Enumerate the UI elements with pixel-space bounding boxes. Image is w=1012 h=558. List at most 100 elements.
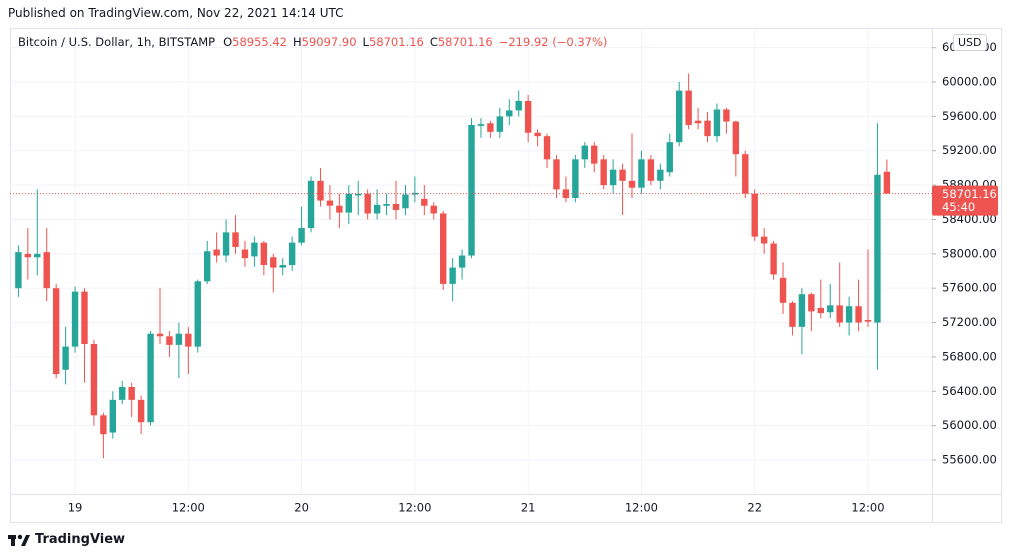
- candle-body: [109, 399, 116, 433]
- candle-body: [71, 291, 79, 347]
- countdown-label: 45:40: [942, 200, 975, 214]
- candle-body: [156, 333, 164, 337]
- candle-body: [751, 193, 758, 237]
- candle-body: [458, 255, 466, 268]
- candle-body: [845, 306, 853, 323]
- legend-value: 58701.16: [368, 35, 424, 49]
- candle-body: [647, 159, 655, 181]
- candle-body: [34, 253, 41, 258]
- candle-body: [732, 121, 740, 155]
- candle-body: [345, 193, 352, 213]
- y-tick-label: 56400.00: [942, 384, 997, 398]
- candle-body: [666, 142, 673, 173]
- candle-body: [270, 257, 277, 268]
- candle-body: [213, 249, 220, 256]
- candle-body: [421, 198, 428, 206]
- candle-body: [883, 171, 891, 194]
- candle-body: [260, 242, 268, 265]
- brand-name: TradingView: [35, 532, 126, 547]
- ohlc-legend: Bitcoin / U.S. Dollar, 1h, BITSTAMP O5895…: [18, 35, 607, 49]
- candle-body: [864, 319, 872, 322]
- legend-key: L: [362, 35, 369, 49]
- candle-body: [855, 306, 862, 323]
- candle-body: [326, 200, 334, 206]
- last-price-box: [932, 185, 998, 216]
- legend-key: H: [293, 35, 302, 49]
- candle-body: [222, 232, 230, 256]
- candle-body: [288, 242, 296, 265]
- candle-body: [241, 249, 249, 259]
- candle-body: [15, 252, 22, 289]
- y-tick-label: 59200.00: [942, 143, 997, 157]
- candle-body: [827, 305, 834, 313]
- legend-symbol: Bitcoin / U.S. Dollar, 1h, BITSTAMP: [18, 35, 216, 49]
- y-tick-label: 59600.00: [942, 109, 997, 123]
- candle-body: [760, 236, 768, 244]
- candle-body: [836, 305, 843, 323]
- candle-body: [543, 136, 551, 160]
- grid: [10, 28, 932, 494]
- x-tick-label: 19: [68, 501, 83, 515]
- candle-body: [506, 110, 513, 117]
- candle-body: [62, 346, 69, 370]
- candle-body: [402, 194, 409, 209]
- candle-body: [166, 336, 173, 345]
- legend-change: −219.92 (−0.37%): [498, 35, 608, 49]
- x-tick-label: 12:00: [398, 501, 431, 515]
- candle-body: [534, 132, 541, 137]
- candle-body: [411, 192, 419, 195]
- candle-body: [694, 120, 702, 124]
- x-tick-label: 12:00: [172, 501, 205, 515]
- y-tick-label: 57200.00: [942, 315, 997, 329]
- candle-body: [515, 100, 522, 111]
- x-tick-label: 21: [521, 501, 536, 515]
- candle-body: [430, 205, 437, 214]
- candle-body: [600, 159, 607, 186]
- x-tick-label: 20: [294, 501, 309, 515]
- candle-body: [355, 193, 362, 196]
- candle-body: [817, 307, 824, 314]
- candle-body: [128, 386, 135, 400]
- candle-body: [185, 333, 192, 347]
- candle-body: [373, 204, 381, 214]
- x-tick-label: 12:00: [851, 501, 884, 515]
- candle-body: [742, 154, 749, 194]
- x-tick-label: 12:00: [625, 501, 658, 515]
- chart-frame: [10, 28, 1002, 523]
- currency-button[interactable]: USD: [953, 34, 987, 51]
- candle-body: [496, 116, 504, 132]
- candle-body: [119, 386, 126, 400]
- candle-body: [808, 294, 815, 312]
- candle-body: [383, 204, 390, 206]
- legend-key: O: [223, 35, 233, 49]
- candle-body: [779, 277, 787, 303]
- candle-body: [137, 399, 145, 423]
- brand-logo: [8, 534, 30, 546]
- y-tick-label: 55600.00: [942, 452, 997, 466]
- candle-body: [609, 169, 617, 186]
- y-tick-label: 56800.00: [942, 349, 997, 363]
- legend-value: 58701.16: [437, 35, 493, 49]
- y-tick-label: 56000.00: [942, 418, 997, 432]
- candle-body: [704, 120, 711, 137]
- candle-body: [175, 333, 183, 345]
- candle-body: [307, 180, 315, 229]
- candle-body: [487, 123, 494, 132]
- candle-body: [204, 251, 211, 282]
- candle-body: [676, 90, 683, 143]
- candle-body: [317, 180, 324, 201]
- candle-body: [90, 344, 98, 416]
- candle-body: [619, 169, 626, 181]
- candle-body: [392, 204, 400, 211]
- candle-body: [468, 124, 475, 256]
- candle-body: [770, 243, 777, 275]
- candle-body: [232, 232, 239, 247]
- candle-body: [298, 228, 305, 243]
- candle-body: [449, 267, 456, 284]
- legend-value: 58955.42: [232, 35, 287, 49]
- candle-body: [524, 100, 532, 133]
- candle-body: [100, 415, 107, 435]
- candle-body: [874, 174, 881, 323]
